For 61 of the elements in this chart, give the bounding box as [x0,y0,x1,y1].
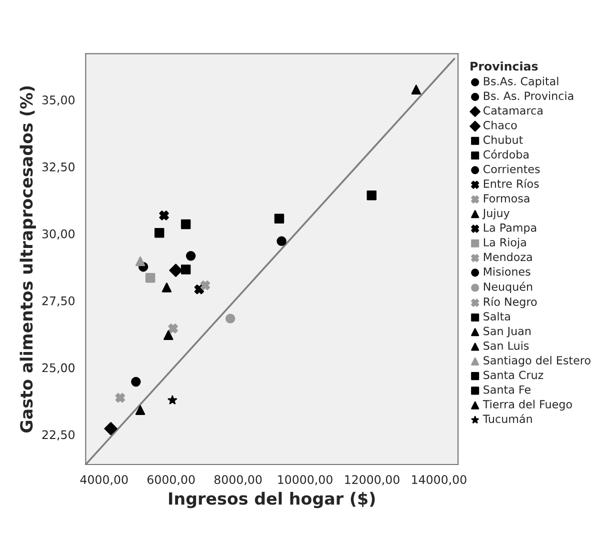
point [162,282,172,292]
point [164,330,174,340]
legend-label: San Juan [484,326,531,338]
point [168,324,178,334]
point [115,392,126,403]
legend-label: Neuquén [484,282,532,293]
legend-label: Misiones [484,267,530,276]
legend-label: Corrientes [483,164,540,174]
y-tick-label: 35,00 [42,95,74,106]
y-tick-label: 30,00 [42,229,74,240]
legend-label: Tucumán [482,414,532,424]
legend-label: Santa Fe [484,385,530,394]
y-tick-label: 25,00 [42,363,74,374]
point [145,272,156,283]
point [135,256,146,266]
legend-label: Catamarca [483,106,542,115]
legend-label: Mendoza [484,252,532,262]
x-tick-label: 14000,00 [412,475,466,486]
legend-label: Chaco [483,120,517,130]
legend-label: San Luis [484,341,529,350]
point [180,219,191,230]
y-axis-title: Gasto alimentos ultraprocesados (%) [20,86,36,432]
x-axis-title: Ingresos del hogar ($) [169,492,375,508]
legend-label: Jujuy [482,208,510,220]
legend-label: Salta [484,312,510,321]
legend-label: Chubut [483,135,523,144]
point [180,264,191,274]
point [225,314,236,324]
point [104,422,118,436]
legend-label: Córdoba [483,150,528,159]
legend-title: Provincias [470,61,538,71]
legend-label: Entre Ríos [484,178,539,188]
point [154,228,164,238]
y-tick-label: 27,50 [42,296,74,306]
point [274,214,284,224]
y-tick-label: 22,50 [42,430,74,440]
x-tick-label: 12000,00 [345,475,400,486]
legend-label: Santa Cruz [484,370,544,380]
point [135,405,146,416]
point [186,251,196,261]
point [168,395,178,404]
point [169,264,182,277]
y-tick-label: 32,50 [42,162,74,173]
legend-label: Bs. As. Provincia [484,91,574,100]
point [200,280,210,290]
point [131,376,141,387]
point [411,84,422,94]
point [159,210,169,220]
legend-label: Formosa [484,194,530,203]
point [276,236,286,246]
legend-label: Río Negro [484,296,537,308]
legend-label: La Pampa [484,224,536,234]
x-tick-label: 10000,00 [278,475,332,486]
point [366,190,376,200]
x-tick-label: 4000,00 [80,475,128,486]
legend-label: La Rioja [484,238,526,249]
legend-label: Santiago del Estero [484,356,590,367]
legend-label: Tierra del Fuego [482,400,572,411]
x-tick-label: 8000,00 [214,475,262,486]
x-tick-label: 6000,00 [147,475,195,486]
legend-label: Bs.As. Capital [484,76,558,88]
